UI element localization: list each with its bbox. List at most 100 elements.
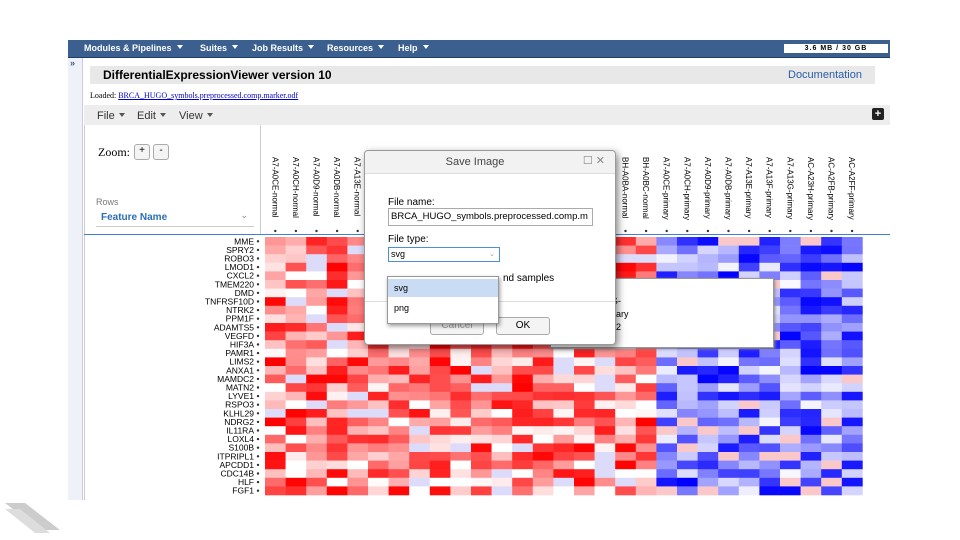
heat-cell: [306, 443, 328, 453]
heat-cell: [615, 417, 637, 427]
heat-cell: [491, 417, 513, 427]
ok-button[interactable]: OK: [496, 317, 550, 335]
heat-cell: [841, 426, 863, 436]
heat-cell: [718, 434, 740, 444]
option[interactable]: png: [394, 303, 410, 313]
heat-cell: [635, 357, 657, 367]
heat-cell: [841, 357, 863, 367]
row-dot: [256, 360, 260, 363]
heat-cell: [265, 409, 286, 418]
dialog-controls[interactable]: ☐ ✕: [582, 155, 605, 167]
heat-cell: [285, 314, 307, 324]
heat-cell: [718, 237, 740, 246]
heat-cell: [326, 254, 348, 264]
row-label: ADAMTS5: [214, 322, 254, 332]
heat-cell: [780, 297, 801, 307]
heat-cell: [738, 434, 760, 444]
heat-cell: [677, 254, 698, 264]
heat-cell: [759, 237, 781, 246]
rows-select[interactable]: Feature Name ⌄: [96, 208, 254, 227]
nav-item[interactable]: Resources: [327, 43, 384, 53]
heat-cell: [615, 357, 637, 367]
heat-cell: [718, 409, 740, 418]
heat-cell: [615, 254, 637, 264]
heat-cell: [656, 348, 678, 358]
heat-cell: [594, 400, 616, 410]
zoom-out[interactable]: -: [153, 144, 169, 160]
heat-cell: [491, 486, 513, 496]
file-name-input[interactable]: BRCA_HUGO_symbols.preprocessed.comp.m: [388, 208, 593, 226]
heat-cell: [821, 400, 843, 410]
heat-cell: [697, 460, 719, 470]
nav-item[interactable]: Job Results: [252, 43, 314, 53]
heat-cell: [656, 357, 678, 367]
heat-cell: [285, 477, 307, 487]
heat-cell: [388, 417, 410, 427]
heat-cell: [326, 297, 348, 307]
heat-cell: [285, 452, 307, 461]
divider: [260, 125, 261, 235]
heat-cell: [841, 477, 863, 487]
nav-item[interactable]: Suites: [200, 43, 238, 53]
heat-cell: [429, 383, 451, 393]
heat-cell: [780, 280, 801, 289]
heat-cell: [718, 374, 740, 384]
column-label: A7-A0D9-normal: [312, 157, 321, 217]
heat-cell: [532, 486, 554, 496]
heat-cell: [285, 245, 307, 255]
heat-cell: [491, 366, 513, 375]
heat-cell: [285, 469, 307, 479]
row-label: HIF3A: [230, 340, 254, 350]
heat-cell: [388, 383, 410, 393]
heat-cell: [780, 477, 801, 487]
heat-cell: [388, 374, 410, 384]
heat-cell: [841, 383, 863, 393]
heat-cell: [285, 305, 307, 315]
heat-cell: [594, 434, 616, 444]
heat-cell: [615, 245, 637, 255]
nav-item[interactable]: Help: [398, 43, 429, 53]
row-label: LOXL4: [228, 434, 255, 444]
heat-cell: [574, 391, 595, 401]
nav-item[interactable]: Modules & Pipelines: [84, 43, 183, 53]
heat-cell: [821, 469, 843, 479]
heat-cell: [841, 331, 863, 341]
zoom-in[interactable]: +: [134, 144, 150, 160]
menu[interactable]: Edit: [137, 110, 166, 122]
row-dot: [256, 274, 260, 277]
heat-cell: [841, 469, 863, 479]
heat-cell: [738, 245, 760, 255]
heat-cell: [388, 452, 410, 461]
row-label: S100B: [228, 443, 254, 453]
heat-cell: [759, 477, 781, 487]
heat-cell: [532, 434, 554, 444]
heat-cell: [429, 443, 451, 453]
heat-cell: [615, 348, 637, 358]
heat-cell: [285, 417, 307, 427]
heat-cell: [800, 383, 822, 393]
heat-cell: [532, 348, 554, 358]
heat-cell: [429, 366, 451, 375]
option[interactable]: svg: [388, 279, 498, 297]
heat-cell: [635, 383, 657, 393]
heat-cell: [738, 271, 760, 281]
heat-cell: [635, 426, 657, 436]
heat-cell: [409, 434, 431, 444]
heat-cell: [265, 477, 286, 487]
add-button[interactable]: +: [872, 108, 884, 120]
heat-cell: [368, 469, 389, 479]
menu[interactable]: View: [179, 110, 213, 122]
heat-cell: [491, 443, 513, 453]
file-type-select[interactable]: svg ⌄: [388, 247, 500, 262]
heat-cell: [326, 374, 348, 384]
doc-link[interactable]: Documentation: [788, 69, 862, 81]
heat-cell: [821, 486, 843, 496]
heat-cell: [532, 477, 554, 487]
menu[interactable]: File: [97, 110, 125, 122]
heat-cell: [574, 434, 595, 444]
heat-cell: [532, 426, 554, 436]
heat-cell: [821, 391, 843, 401]
file-link[interactable]: BRCA_HUGO_symbols.preprocessed.comp.mark…: [118, 91, 299, 100]
column-dot: [809, 229, 813, 233]
heat-cell: [306, 305, 328, 315]
